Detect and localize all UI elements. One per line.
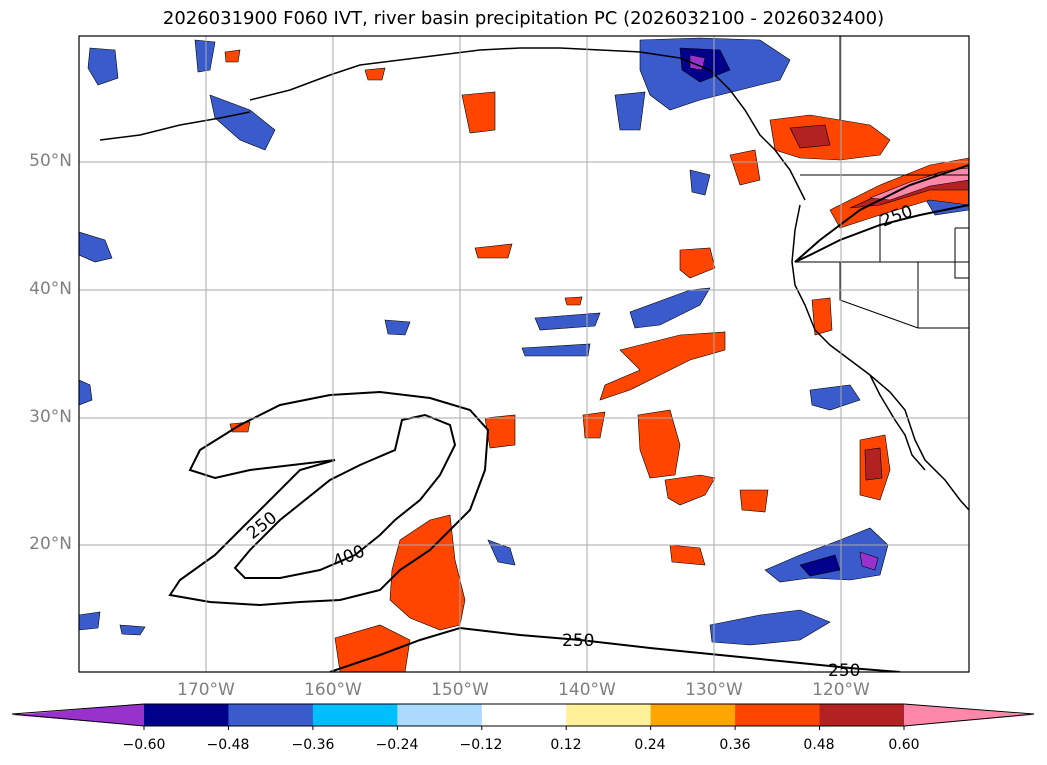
negative-region-small-a (384, 319, 411, 336)
colorbar-segment (735, 704, 821, 726)
negative-region-small-f (194, 39, 216, 73)
positive-region-small-f (564, 296, 583, 306)
ivt-contour-250-south (329, 626, 901, 672)
negative-region-east-a-deep (859, 551, 879, 571)
colorbar-tick-label: −0.36 (291, 737, 335, 753)
colorbar-segment (819, 704, 905, 726)
positive-region-hawaii-south-2 (334, 624, 411, 672)
colorbar-tick-label: 0.12 (550, 737, 582, 753)
utah-box (954, 227, 969, 279)
map-frame (78, 35, 970, 673)
positive-pc-regions (224, 49, 969, 672)
positive-region-california (811, 297, 833, 336)
colorbar-tick-label: −0.12 (459, 737, 503, 753)
positive-region-north-b (474, 243, 513, 259)
negative-region-small-c (689, 169, 711, 196)
negative-region-small-d (119, 624, 146, 636)
negative-region-east-a (764, 527, 889, 583)
colorbar-tick-label: −0.48 (206, 737, 250, 753)
coastlines (99, 36, 969, 511)
lon-label-170w: 170°W (177, 680, 235, 700)
colorbar-segment (481, 704, 567, 726)
colorbar-extend-min (12, 704, 144, 726)
colorbar-tick-label: 0.60 (888, 737, 920, 753)
map-plot: 250 400 250 250 250 (78, 35, 970, 681)
negative-region-east-a-core (799, 554, 841, 577)
negative-region-west-pacific-a (534, 312, 601, 331)
positive-region-baja-core (864, 447, 883, 481)
positive-region-pnw-core (789, 124, 831, 149)
negative-region-small-g (614, 91, 646, 131)
negative-region-west-pacific-c (521, 343, 591, 357)
positive-region-mid-pacific-f (669, 544, 706, 566)
positive-region-north-a (461, 91, 496, 134)
alaska-coast (249, 47, 806, 201)
baja-coast (869, 374, 926, 471)
contour-label-250-south: 250 (562, 631, 594, 651)
positive-region-mid-pacific-e (739, 489, 769, 513)
positive-region-mid-pacific-a (599, 331, 726, 401)
positive-region-pnw (769, 114, 891, 161)
positive-region-mid-pacific-b (637, 409, 681, 479)
lon-label-120w: 120°W (812, 680, 870, 700)
colorbar-extend-max (904, 704, 1034, 726)
lon-label-130w: 130°W (685, 680, 743, 700)
map-title: 2026031900 F060 IVT, river basin precipi… (162, 8, 885, 29)
colorbar-segment (650, 704, 736, 726)
negative-region-aleutian (209, 94, 276, 151)
colorbar-segment (566, 704, 652, 726)
gridlines (79, 36, 969, 672)
lat-label-40n: 40°N (29, 279, 72, 299)
ivt-contour-400-hawaii (233, 413, 457, 579)
state-lines-b (839, 262, 969, 329)
negative-region-small-h (79, 379, 93, 406)
negative-region-east-b (709, 609, 831, 646)
positive-region-small-d (364, 67, 386, 81)
positive-region-mid-pacific-d (679, 247, 716, 279)
colorbar-segment (228, 704, 314, 726)
negative-region-east-c (809, 384, 861, 411)
positive-region-mid-pacific-c (664, 474, 716, 506)
lat-label-20n: 20°N (29, 534, 72, 554)
colorbar-tick-label: −0.60 (122, 737, 166, 753)
colorbar-tick-label: 0.48 (803, 737, 835, 753)
colorbar-segment (144, 704, 229, 726)
negative-region-sw (79, 231, 113, 263)
lon-label-160w: 160°W (304, 680, 362, 700)
ivt-contour-250-hawaii (168, 390, 490, 607)
colorbar-segment (397, 704, 483, 726)
colorbar-tick-label: 0.36 (719, 737, 751, 753)
colorbar-segment (312, 704, 398, 726)
lat-label-50n: 50°N (29, 151, 72, 171)
negative-region-bering (87, 47, 119, 86)
positive-region-hawaii-east (484, 414, 516, 449)
negative-region-small-e (79, 611, 101, 631)
west-coast (791, 204, 969, 511)
positive-region-small-e (224, 49, 241, 63)
ivt-contours (168, 163, 969, 672)
positive-region-vancouver (729, 149, 761, 186)
colorbar-tick-label: 0.24 (634, 737, 666, 753)
colorbar-tick-label: −0.24 (375, 737, 419, 753)
lon-label-140w: 140°W (558, 680, 616, 700)
contour-label-250-southeast: 250 (828, 661, 860, 681)
aleutian-chain (99, 111, 251, 141)
ivt-contour-250-pnw (794, 163, 969, 263)
lon-label-150w: 150°W (431, 680, 489, 700)
colorbar-outline (11, 703, 1035, 727)
lat-label-30n: 30°N (29, 407, 72, 427)
